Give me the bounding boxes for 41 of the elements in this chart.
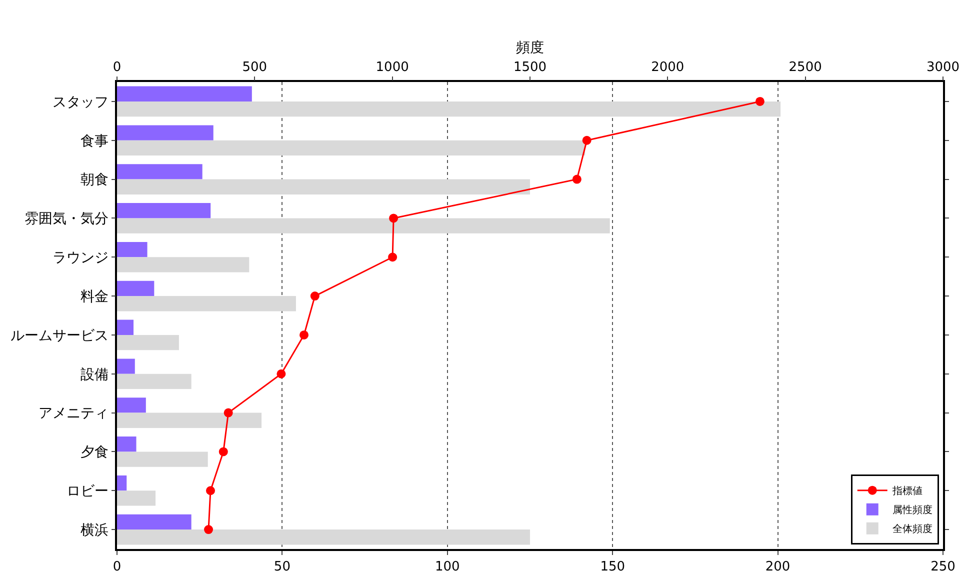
y-tick-label: 雰囲気・気分 [24, 211, 108, 228]
y-tick-label: ラウンジ [52, 250, 108, 266]
legend-label: 指標値 [891, 485, 922, 498]
y-tick-label: ルームサービス [10, 328, 108, 344]
point [206, 486, 215, 496]
y-tick-label: 料金 [80, 288, 108, 305]
y-tick-label: 横浜 [80, 522, 108, 538]
y-tick-label: アメニティ [38, 406, 108, 422]
y-tick-label: 夕食 [80, 444, 108, 461]
point [582, 136, 592, 145]
point [388, 252, 398, 262]
x2-tick-label: 0 [112, 60, 122, 76]
x-tick-label: 200 [765, 559, 790, 573]
x2-tick-label: 1500 [513, 60, 547, 76]
x2-tick-label: 500 [242, 60, 268, 76]
x2-axis-title: 頻度 [516, 40, 544, 56]
legend-label: 全体頻度 [892, 523, 932, 536]
point [204, 525, 214, 534]
y-tick-label: 食事 [80, 133, 108, 150]
point [572, 174, 582, 184]
x2-tick-label: 1000 [376, 60, 409, 76]
x-tick-label: 50 [274, 559, 290, 573]
point [300, 330, 309, 340]
point [218, 447, 228, 456]
x-tick-label: 150 [600, 559, 626, 573]
y-tick-label: ロビー [66, 484, 108, 500]
x-tick-label: 0 [112, 559, 122, 573]
point [755, 96, 764, 106]
x-tick-label: 250 [930, 559, 956, 573]
x-tick-label: 100 [434, 559, 460, 573]
x2-tick-label: 2000 [651, 60, 684, 76]
point [310, 292, 320, 301]
y-tick-label: スタッフ [52, 94, 108, 110]
x2-tick-label: 3000 [926, 60, 960, 76]
y-tick-label: 設備 [80, 366, 108, 383]
point [276, 369, 286, 378]
point [389, 214, 398, 223]
y-tick-label: 朝食 [80, 172, 108, 188]
x2-tick-label: 2500 [788, 60, 822, 76]
point [224, 408, 233, 418]
legend-label: 属性頻度 [892, 504, 932, 516]
